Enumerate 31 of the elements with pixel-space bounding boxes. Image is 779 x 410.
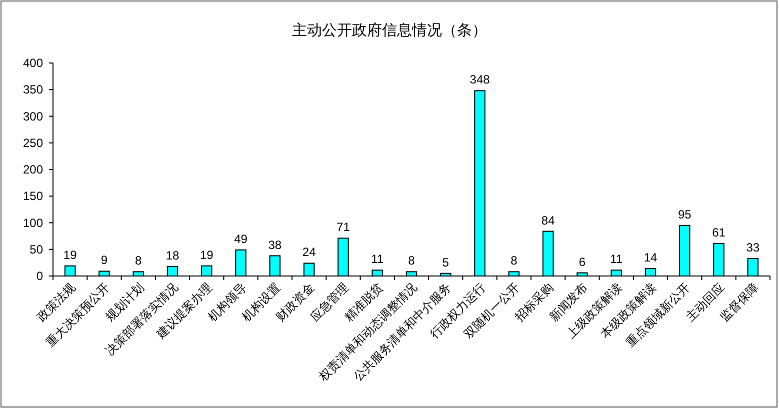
y-tick-label: 300: [22, 109, 44, 124]
data-label: 9: [100, 253, 108, 268]
y-tick-label: 100: [22, 216, 44, 230]
data-label: 8: [408, 254, 416, 268]
data-label: 8: [510, 254, 518, 268]
y-tick-label: 50: [30, 242, 44, 256]
chart-title: 主动公开政府信息情况（条）: [292, 21, 487, 39]
data-label: 95: [678, 207, 692, 222]
data-label: 11: [610, 252, 623, 266]
data-label: 348: [470, 72, 490, 87]
data-label: 19: [63, 248, 78, 262]
data-label: 8: [135, 254, 142, 268]
y-tick-label: 150: [22, 189, 44, 204]
data-label: 84: [541, 213, 556, 228]
data-label: 33: [746, 240, 760, 254]
data-label: 71: [336, 220, 350, 234]
data-label: 5: [442, 255, 450, 270]
y-tick-label: 0: [36, 269, 44, 283]
y-tick-label: 200: [22, 162, 44, 176]
data-label: 38: [268, 238, 282, 252]
y-tick-label: 400: [22, 56, 44, 70]
data-label: 24: [302, 245, 316, 260]
data-label: 11: [371, 252, 384, 266]
data-label: 19: [200, 248, 214, 262]
data-label: 6: [578, 254, 586, 269]
data-label: 18: [166, 248, 180, 262]
data-label: 14: [644, 250, 658, 265]
y-tick-label: 350: [22, 82, 44, 97]
data-label: 61: [712, 226, 726, 240]
data-label: 49: [234, 232, 248, 246]
y-tick-label: 250: [22, 136, 44, 150]
